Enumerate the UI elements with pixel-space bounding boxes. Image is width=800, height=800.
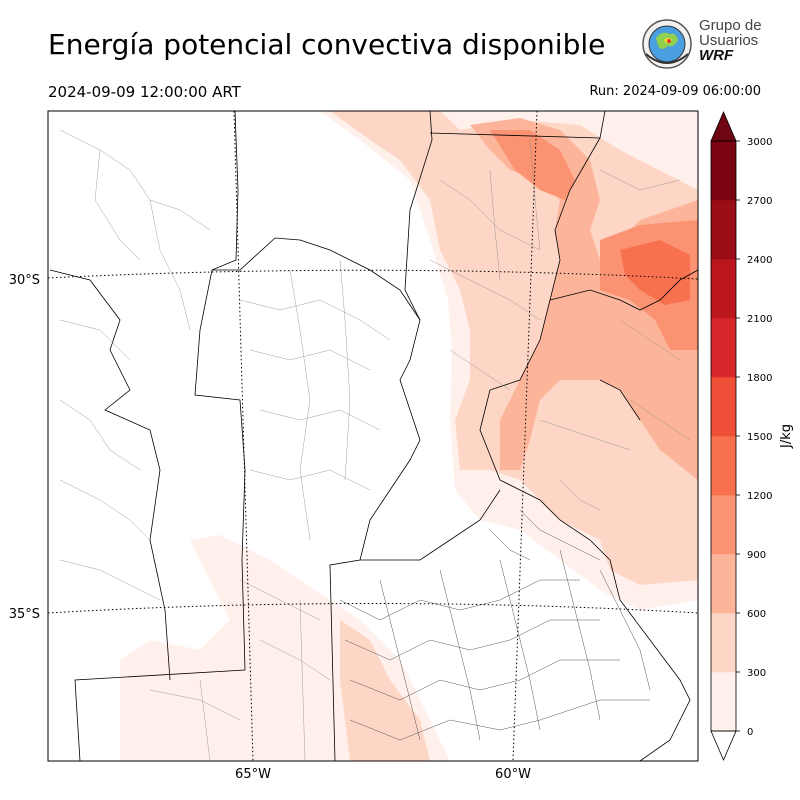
meridian-60w: [512, 111, 538, 761]
map-title: Energía potencial convectiva disponible: [48, 28, 606, 61]
colorbar-extend-max: [710, 110, 737, 142]
graticule: [48, 111, 698, 761]
colorbar-tick-label: 0: [747, 727, 753, 738]
colorbar-extend-min: [710, 730, 737, 762]
colorbar-swatch: [711, 495, 736, 555]
logo-line1: Grupo de: [699, 17, 762, 34]
valid-time: 2024-09-09 12:00:00 ART: [48, 83, 241, 101]
colorbar-tick-label: 2700: [747, 196, 772, 207]
cape-band-900-1200: [490, 130, 575, 200]
lat-label-35s: 35°S: [9, 607, 40, 622]
logo-line3: WRF: [699, 47, 734, 64]
map-area: [48, 111, 698, 761]
parallel-35s: [48, 603, 698, 614]
colorbar-swatch: [711, 377, 736, 437]
cape-band-300-600-south: [340, 620, 430, 761]
meridian-65w: [233, 111, 254, 761]
colorbar-tick-label: 1800: [747, 373, 772, 384]
lon-label-65w: 65°W: [235, 767, 271, 782]
buenos-aires-partidos: [339, 509, 651, 741]
globe-seal-icon: [642, 19, 692, 69]
colorbar-unit-label: J/kg: [779, 424, 794, 449]
parallel-30s: [48, 269, 698, 280]
logo-line2: Usuarios: [699, 32, 759, 49]
colorbar-tick-label: 2400: [747, 255, 772, 266]
colorbar-tick-label: 600: [747, 609, 766, 620]
cape-band-600-900: [470, 118, 698, 480]
lon-label-60w: 60°W: [495, 767, 531, 782]
colorbar-swatch: [711, 436, 736, 496]
map-frame: [47, 110, 699, 762]
run-time: Run: 2024-09-09 06:00:00: [589, 84, 761, 99]
colorbar-tick-label: 900: [747, 550, 766, 561]
province-boundaries: [49, 111, 698, 761]
colorbar: 0 300 600 900 1200 1500 1800 2100 2400 2700 3000: [710, 110, 772, 762]
cape-field: [120, 111, 698, 761]
colorbar-swatch: [711, 259, 736, 319]
colorbar-swatch: [711, 613, 736, 673]
colorbar-swatch: [711, 141, 736, 201]
colorbar-tick-label: 300: [747, 668, 766, 679]
colorbar-swatch: [711, 200, 736, 260]
colorbar-tick-label: 1200: [747, 491, 772, 502]
colorbar-tick-label: 1500: [747, 432, 772, 443]
cape-band-1200-1500: [620, 240, 690, 305]
wrf-logo: Grupo de Usuarios WRF: [640, 17, 762, 70]
colorbar-swatch: [711, 318, 736, 378]
lat-label-30s: 30°S: [9, 273, 40, 288]
department-boundaries: [59, 129, 691, 761]
colorbar-tick-label: 3000: [747, 137, 772, 148]
colorbar-swatch: [711, 672, 736, 732]
colorbar-swatch: [711, 554, 736, 614]
cape-band-300-600: [330, 111, 698, 585]
colorbar-tick-label: 2100: [747, 314, 772, 325]
